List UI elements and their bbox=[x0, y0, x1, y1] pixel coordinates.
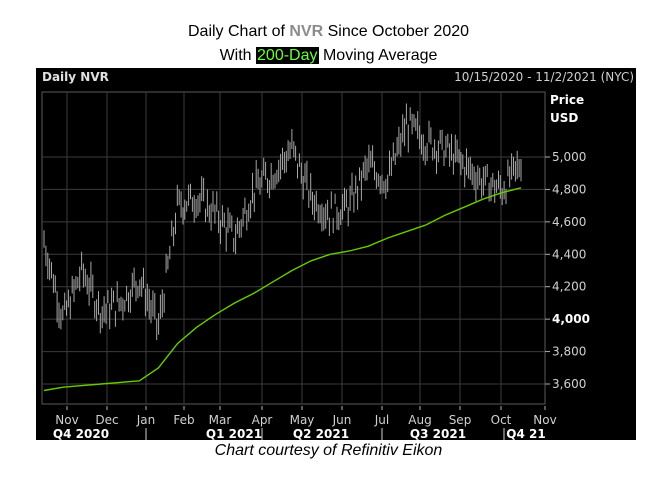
chart-caption: Chart courtesy of Refinitiv Eikon bbox=[214, 442, 443, 459]
x-month-label: Oct bbox=[491, 413, 512, 427]
x-month-label: Aug bbox=[408, 413, 431, 427]
price-bars bbox=[43, 103, 522, 341]
chart-svg: 3,600 3,800 4,000 4,200 4,400 4,600 4,800 5,000… bbox=[41, 91, 590, 440]
panel-label: Daily NVR bbox=[42, 70, 109, 84]
y-tick-label: 4,600 bbox=[552, 215, 586, 229]
title-prefix: Daily Chart of bbox=[187, 23, 290, 40]
highlight-200-day: 200-Day bbox=[256, 47, 319, 64]
title2-suffix: Moving Average bbox=[318, 47, 438, 64]
y-axis: 3,600 3,800 4,000 4,200 4,400 4,600 4,800 5,000 bbox=[545, 150, 590, 391]
y-tick-label: 4,200 bbox=[552, 280, 586, 294]
x-month-label: Sep bbox=[449, 413, 472, 427]
x-month-label: Dec bbox=[95, 413, 118, 427]
title2-prefix: With bbox=[219, 47, 257, 64]
y-tick-label: 5,000 bbox=[552, 150, 586, 164]
x-month-label: Jun bbox=[332, 413, 352, 427]
x-quarter-label: Q3 2021 bbox=[410, 427, 466, 440]
chart-panel: Daily NVR 10/15/2020 - 11/2/2021 (NYC) 3… bbox=[36, 68, 636, 440]
grid-lines bbox=[41, 91, 546, 405]
x-month-label: Feb bbox=[173, 413, 194, 427]
x-quarter-label: Q1 2021 bbox=[206, 427, 262, 440]
x-month-label: Mar bbox=[209, 413, 232, 427]
chart-title-line2: With 200-Day Moving Average bbox=[0, 46, 657, 66]
x-quarter-label: Q4 21 bbox=[506, 427, 545, 440]
date-range: 10/15/2020 - 11/2/2021 (NYC) bbox=[454, 70, 634, 84]
x-month-label: Apr bbox=[252, 413, 273, 427]
y-tick-label: 4,400 bbox=[552, 247, 586, 261]
ticker-symbol: NVR bbox=[289, 23, 324, 40]
usd-label: USD bbox=[550, 111, 578, 125]
y-tick-label: 4,000 bbox=[552, 312, 590, 326]
x-quarter-label: Q4 2020 bbox=[53, 427, 109, 440]
x-month-label: May bbox=[290, 413, 315, 427]
moving-average-line bbox=[43, 187, 522, 392]
price-label: Price bbox=[550, 93, 584, 107]
x-month-label: Nov bbox=[55, 413, 78, 427]
x-month-label: Jan bbox=[136, 413, 156, 427]
x-month-label: Jul bbox=[374, 413, 389, 427]
y-tick-label: 4,800 bbox=[552, 182, 586, 196]
chart-title-line1: Daily Chart of NVR Since October 2020 bbox=[0, 22, 657, 42]
title-suffix: Since October 2020 bbox=[323, 23, 470, 40]
x-axis: Nov Dec Jan Feb Mar Apr May Jun Jul Aug Sep Oct NovQ… bbox=[53, 406, 557, 440]
y-tick-label: 3,600 bbox=[552, 377, 586, 391]
y-tick-label: 3,800 bbox=[552, 345, 586, 359]
x-quarter-label: Q2 2021 bbox=[293, 427, 349, 440]
x-month-label: Nov bbox=[533, 413, 556, 427]
